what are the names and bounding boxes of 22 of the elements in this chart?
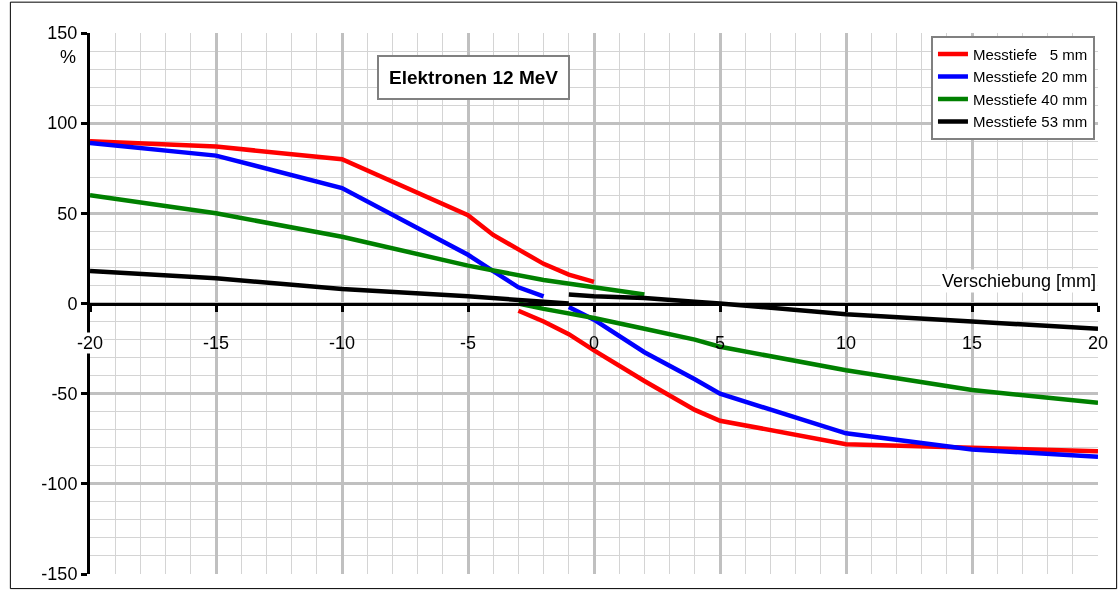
x-tick-label: 10	[835, 333, 857, 354]
x-tick-label: 15	[961, 333, 983, 354]
x-tick-label: 0	[588, 333, 600, 354]
y-tick-label: 100	[47, 113, 78, 134]
legend-label: Messtiefe 53 mm	[972, 113, 1088, 131]
x-tick-label: -15	[202, 333, 230, 354]
x-tick-label: 20	[1087, 333, 1109, 354]
y-axis-title: %	[60, 47, 77, 67]
y-tick-label: -150	[41, 564, 78, 585]
y-tick-label: 150	[47, 23, 78, 44]
legend-label: Messtiefe 20 mm	[972, 68, 1088, 86]
y-tick-label: 0	[67, 293, 78, 314]
text: Elektronen 12 MeV	[389, 67, 559, 88]
y-tick-label: 50	[57, 203, 78, 224]
x-tick-label: -10	[328, 333, 356, 354]
x-axis-title: Verschiebung [mm]	[942, 271, 1097, 291]
y-tick-label: -100	[41, 474, 78, 495]
y-tick-label: -50	[51, 383, 78, 404]
legend-label: Messtiefe 5 mm	[972, 45, 1088, 63]
legend-label: Messtiefe 40 mm	[972, 90, 1088, 108]
x-tick-label: -20	[77, 333, 104, 353]
x-tick-label: -5	[459, 333, 477, 354]
